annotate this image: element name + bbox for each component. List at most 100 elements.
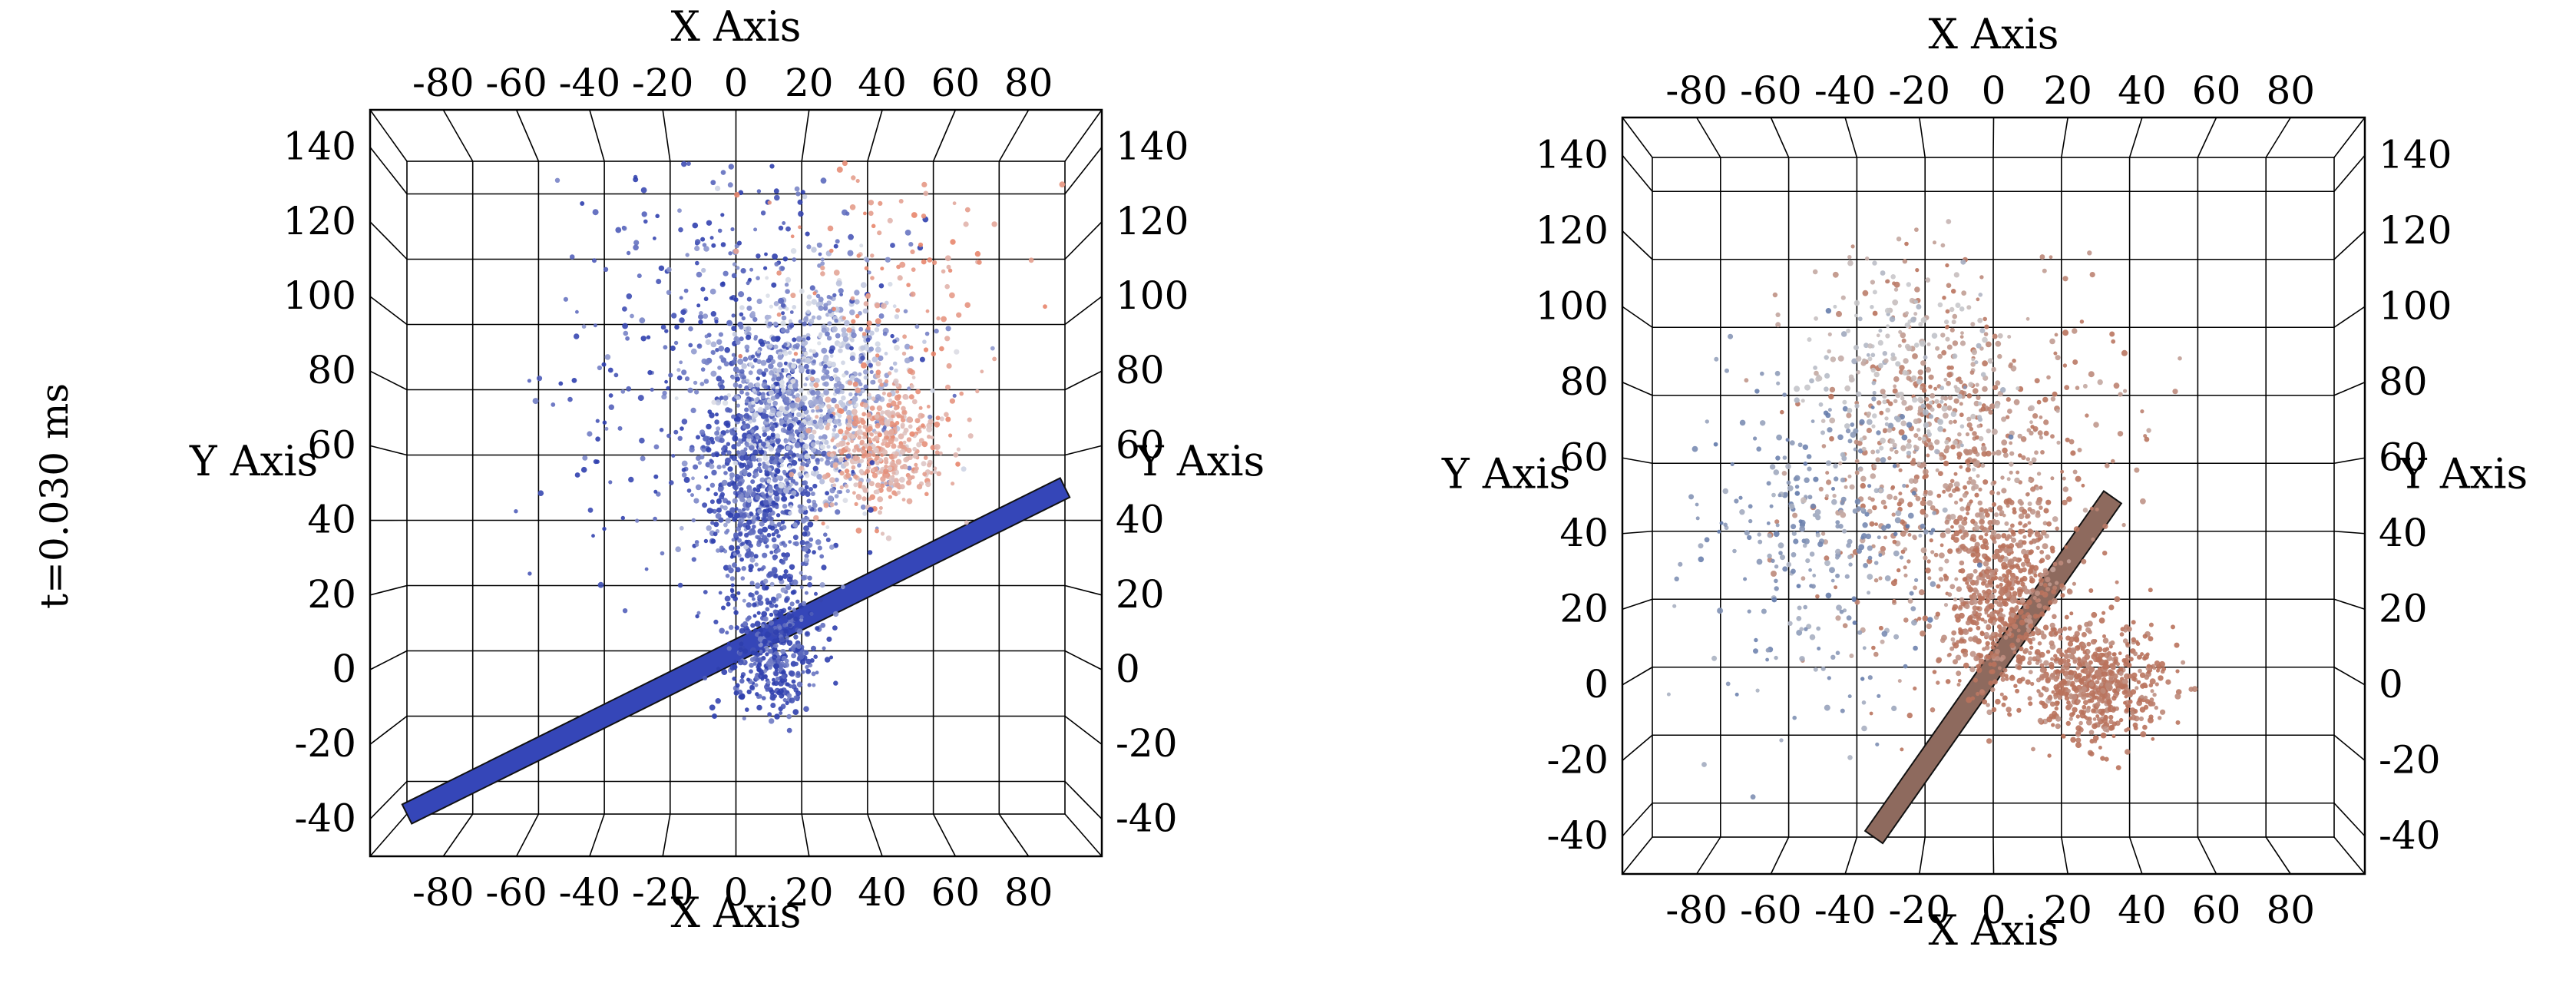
data-point (2076, 661, 2082, 667)
data-point (1925, 568, 1931, 574)
data-point (1779, 738, 1784, 743)
data-point (2052, 391, 2058, 397)
data-point (838, 343, 842, 347)
data-point (941, 316, 947, 323)
data-point (2059, 652, 2065, 657)
data-point (2006, 504, 2010, 508)
data-point (757, 528, 763, 535)
data-point (1903, 573, 1908, 578)
data-point (753, 334, 759, 339)
data-point (1988, 525, 1993, 531)
data-point (720, 170, 726, 175)
data-point (784, 283, 789, 287)
data-point (683, 476, 690, 483)
data-point (795, 397, 801, 403)
data-point (1943, 412, 1949, 419)
data-point (1992, 588, 1997, 594)
data-point (681, 472, 687, 478)
data-point (928, 419, 934, 425)
data-point (798, 387, 804, 393)
data-point (868, 346, 875, 352)
data-point (725, 422, 731, 429)
data-point (833, 270, 840, 276)
data-point (822, 434, 828, 440)
data-point (2072, 469, 2078, 475)
data-point (925, 481, 931, 488)
data-point (1957, 432, 1962, 437)
data-point (741, 498, 746, 503)
data-point (1906, 376, 1912, 381)
data-point (938, 451, 943, 455)
data-point (2039, 485, 2043, 490)
data-point (2108, 719, 2114, 724)
data-point (701, 358, 707, 365)
data-point (712, 713, 717, 719)
data-point (858, 425, 862, 429)
data-point (2037, 717, 2043, 724)
data-point (1866, 427, 1872, 434)
data-point (875, 341, 881, 347)
data-point (2014, 477, 2020, 484)
data-point (746, 602, 752, 608)
data-point (756, 611, 761, 615)
data-point (820, 265, 825, 271)
data-point (1977, 600, 1983, 605)
data-point (2045, 577, 2051, 583)
data-point (1965, 620, 1971, 626)
data-point (878, 510, 882, 515)
data-point (855, 178, 860, 184)
data-point (755, 582, 761, 588)
data-point (2029, 640, 2033, 645)
data-point (769, 164, 775, 169)
data-point (804, 553, 809, 559)
data-point (964, 302, 971, 309)
data-point (2009, 451, 2015, 456)
data-point (1978, 535, 1984, 541)
scatter-points (1666, 219, 2198, 800)
data-point (865, 293, 871, 300)
data-point (873, 447, 879, 454)
data-point (752, 614, 757, 618)
data-point (1953, 642, 1959, 649)
data-point (743, 532, 749, 538)
data-point (1952, 313, 1958, 319)
data-point (1910, 606, 1916, 611)
data-point (2030, 425, 2035, 429)
data-point (885, 257, 891, 263)
data-point (775, 447, 782, 454)
y-tick-label-left: 80 (307, 348, 356, 392)
data-point (894, 437, 899, 442)
data-point (2045, 554, 2051, 561)
data-point (1880, 499, 1887, 505)
data-point (823, 381, 829, 387)
data-point (715, 348, 719, 353)
data-point (713, 619, 719, 625)
data-point (1940, 333, 1946, 338)
data-point (2047, 753, 2052, 758)
data-point (746, 334, 752, 340)
data-point (1785, 438, 1790, 442)
data-point (2069, 712, 2075, 717)
data-point (2055, 526, 2059, 531)
data-point (1970, 552, 1976, 558)
data-point (1928, 374, 1934, 380)
data-point (690, 493, 694, 498)
data-point (2081, 710, 2086, 715)
data-point (2143, 704, 2149, 710)
data-point (681, 369, 687, 376)
y-tick-label-left: -40 (294, 796, 356, 840)
data-point (742, 425, 747, 429)
data-point (729, 296, 734, 300)
data-point (772, 321, 779, 326)
data-point (870, 276, 875, 280)
data-point (1913, 686, 1917, 691)
data-point (2015, 688, 2020, 693)
data-point (2082, 704, 2087, 710)
data-point (818, 424, 824, 430)
data-point (719, 384, 725, 390)
data-point (2043, 660, 2049, 666)
data-point (818, 399, 824, 405)
data-point (884, 464, 888, 469)
data-point (874, 414, 880, 419)
data-point (815, 626, 820, 631)
